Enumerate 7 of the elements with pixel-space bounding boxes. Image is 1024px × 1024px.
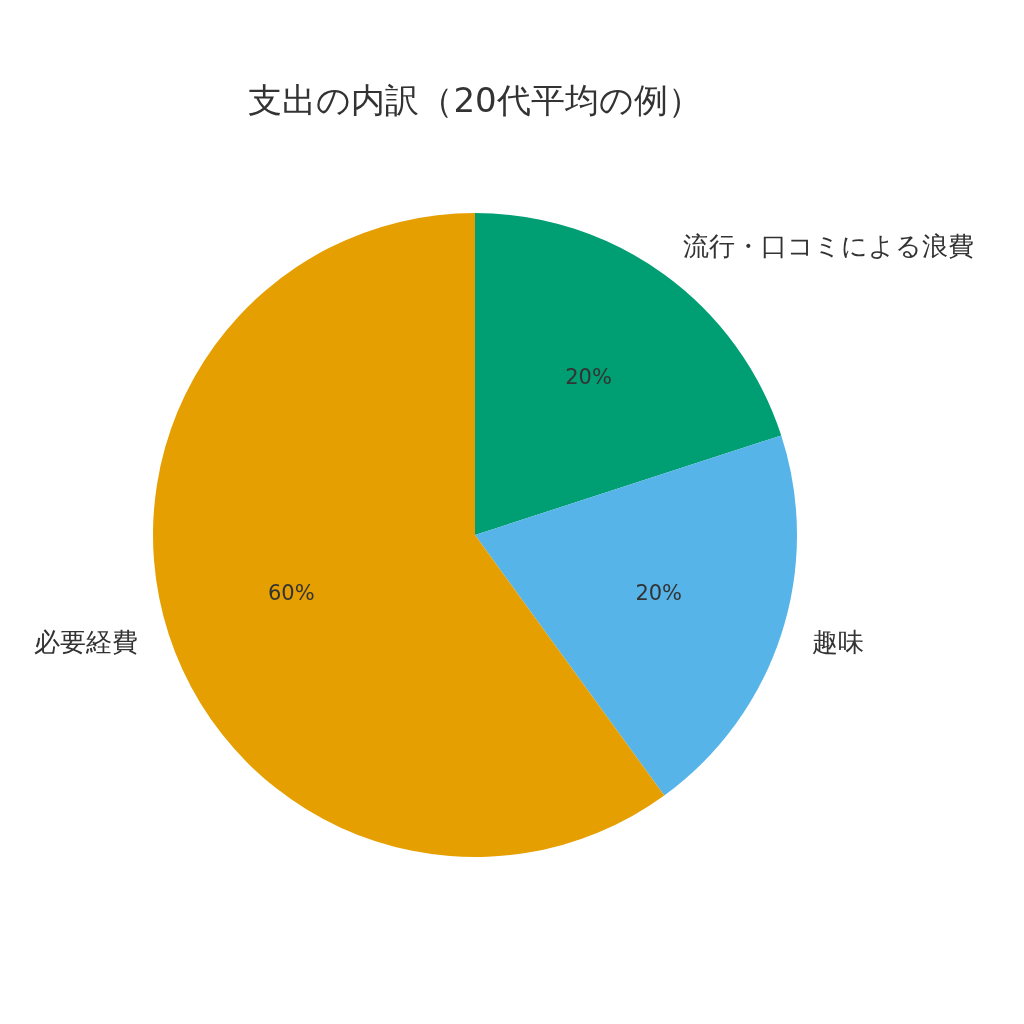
slice-label: 流行・口コミによる浪費: [683, 231, 975, 262]
slice-label: 趣味: [811, 627, 864, 658]
data-label: 20%: [635, 581, 683, 606]
data-label: 60%: [267, 581, 315, 606]
data-label: 20%: [565, 365, 612, 390]
slice-label: 必要経費: [34, 627, 139, 658]
chart-title: 支出の内訳（20代平均の例）: [248, 79, 702, 120]
